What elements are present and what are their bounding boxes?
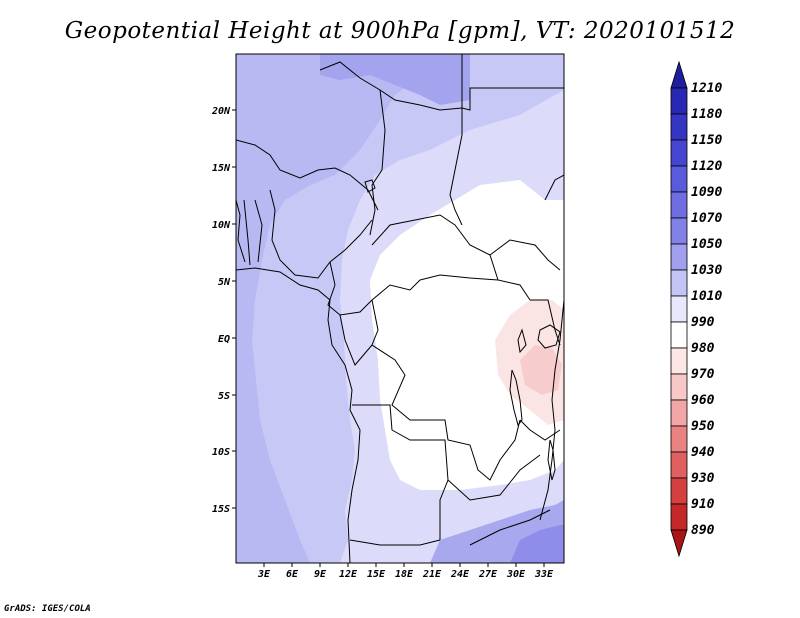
colorbar-label: 1120 xyxy=(691,159,722,174)
colorbar-box xyxy=(670,269,688,297)
colorbar-box xyxy=(670,243,688,271)
border-zimbabwe xyxy=(469,509,551,546)
lat-label: 10N xyxy=(212,220,231,231)
colorbar-label: 940 xyxy=(691,445,715,460)
colorbar-label: 1180 xyxy=(691,107,722,122)
colorbar-label: 1010 xyxy=(691,289,722,304)
longitude-axis: 3E 6E 9E 12E 15E 18E 21E 24E 27E 30E 33E xyxy=(257,563,554,580)
colorbar-label: 1050 xyxy=(691,237,722,252)
colorbar-box xyxy=(670,451,688,479)
lon-label: 3E xyxy=(257,569,271,580)
contour-1050 xyxy=(236,54,420,563)
colorbar-top-arrow xyxy=(670,60,688,89)
lat-label: 15S xyxy=(212,504,230,515)
colorbar-label: 1210 xyxy=(691,81,722,96)
border-mali-niger xyxy=(236,139,379,211)
lake-albert xyxy=(517,328,527,354)
colorbar-bottom-arrow xyxy=(670,529,688,558)
lon-label: 12E xyxy=(339,569,358,580)
colorbar-label: 970 xyxy=(691,367,715,382)
border-togo-ghana xyxy=(243,199,251,266)
colorbar-label: 910 xyxy=(691,497,715,512)
contour-1070-north xyxy=(320,54,470,105)
colorbar-label: 930 xyxy=(691,471,715,486)
lon-label: 6E xyxy=(286,569,299,580)
colorbar-label: 950 xyxy=(691,419,715,434)
lon-label: 33E xyxy=(534,569,554,580)
colorbar-box xyxy=(670,295,688,323)
colorbar-label: 960 xyxy=(691,393,715,408)
lon-label: 15E xyxy=(367,569,386,580)
colorbar-label: 890 xyxy=(691,523,715,538)
border-kenya-uganda xyxy=(530,299,561,346)
lat-label: EQ xyxy=(218,334,230,345)
colorbar-box xyxy=(670,321,688,349)
lat-label: 15N xyxy=(212,163,231,174)
lake-tanganyika xyxy=(509,369,523,427)
border-car xyxy=(371,214,531,301)
map-frame xyxy=(235,53,565,564)
border-egypt-sudan xyxy=(461,54,564,111)
border-drc-west xyxy=(371,299,521,481)
colorbar-box xyxy=(670,87,688,115)
lat-label: 5N xyxy=(218,277,231,288)
borders xyxy=(236,54,564,563)
colorbar-label: 1150 xyxy=(691,133,722,148)
colorbar-label: 1090 xyxy=(691,185,722,200)
lat-label: 5S xyxy=(218,391,230,402)
lake-victoria xyxy=(537,324,561,349)
border-libya-chad xyxy=(319,61,463,111)
colorbar-box xyxy=(670,217,688,245)
latitude-axis: 20N 15N 10N 5N EQ 5S 10S 15S xyxy=(211,106,236,515)
colorbar-box xyxy=(670,139,688,167)
colorbar-box xyxy=(670,399,688,427)
colorbar-box xyxy=(670,477,688,505)
height-field xyxy=(236,54,564,563)
border-congo-gabon xyxy=(339,314,373,366)
border-south-sudan xyxy=(489,239,561,271)
lon-label: 21E xyxy=(422,569,442,580)
contour-980-lakes xyxy=(520,345,562,395)
lat-label: 10S xyxy=(212,447,230,458)
lakes xyxy=(364,179,561,481)
lat-label: 20N xyxy=(211,106,231,117)
colorbar-label: 980 xyxy=(691,341,715,356)
lon-label: 24E xyxy=(450,569,470,580)
border-drc-north xyxy=(419,274,499,281)
colorbar-box xyxy=(670,165,688,193)
colorbar-label: 1070 xyxy=(691,211,722,226)
coast-east-africa xyxy=(539,299,564,521)
colorbar-box xyxy=(670,373,688,401)
border-zambia xyxy=(447,454,541,501)
colorbar-box xyxy=(670,191,688,219)
colorbar: 1210 1180 1150 1120 1090 1070 1050 1030 1010 990 9… xyxy=(670,60,722,558)
coast-senegal xyxy=(236,199,246,263)
border-nigeria xyxy=(269,189,373,279)
colorbar-label: 990 xyxy=(691,315,715,330)
lon-label: 30E xyxy=(506,569,526,580)
grads-credit: GrADS: IGES/COLA xyxy=(4,604,91,614)
border-cameroon xyxy=(327,261,421,316)
coast-west-africa xyxy=(236,267,361,563)
border-tanzania xyxy=(519,419,561,441)
lake-malawi xyxy=(547,439,556,481)
lon-label: 18E xyxy=(395,569,414,580)
lon-label: 27E xyxy=(478,569,498,580)
contour-1090-southeast xyxy=(510,525,564,563)
colorbar-box xyxy=(670,425,688,453)
border-namibia-angola xyxy=(349,539,441,546)
colorbar-box xyxy=(670,503,688,531)
lake-chad xyxy=(364,179,376,193)
border-benin-togo xyxy=(254,199,263,263)
border-sudan-chad xyxy=(449,108,463,226)
border-niger-chad xyxy=(369,89,386,236)
colorbar-box xyxy=(670,113,688,141)
chart-title: Geopotential Height at 900hPa [gpm], VT:… xyxy=(64,18,736,44)
border-angola xyxy=(352,404,449,540)
lon-label: 9E xyxy=(314,569,327,580)
colorbar-box xyxy=(670,347,688,375)
border-ethiopia xyxy=(544,174,564,201)
colorbar-label: 1030 xyxy=(691,263,722,278)
